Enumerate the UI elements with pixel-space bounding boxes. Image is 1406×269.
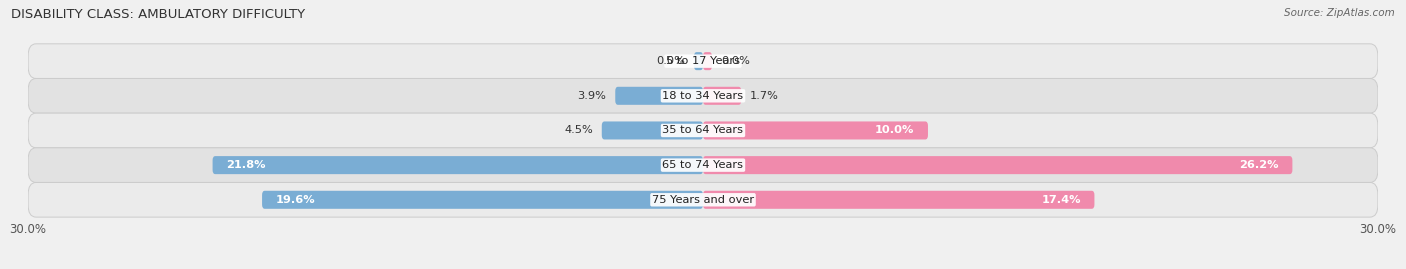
Text: Source: ZipAtlas.com: Source: ZipAtlas.com bbox=[1284, 8, 1395, 18]
FancyBboxPatch shape bbox=[703, 52, 711, 70]
FancyBboxPatch shape bbox=[28, 148, 1378, 182]
Text: 17.4%: 17.4% bbox=[1042, 195, 1081, 205]
FancyBboxPatch shape bbox=[28, 113, 1378, 148]
Text: 3.9%: 3.9% bbox=[578, 91, 606, 101]
Text: 75 Years and over: 75 Years and over bbox=[652, 195, 754, 205]
FancyBboxPatch shape bbox=[703, 87, 741, 105]
Text: 65 to 74 Years: 65 to 74 Years bbox=[662, 160, 744, 170]
FancyBboxPatch shape bbox=[703, 156, 1292, 174]
Text: 0.0%: 0.0% bbox=[721, 56, 749, 66]
Text: 19.6%: 19.6% bbox=[276, 195, 315, 205]
FancyBboxPatch shape bbox=[28, 79, 1378, 113]
FancyBboxPatch shape bbox=[212, 156, 703, 174]
Text: 0.0%: 0.0% bbox=[657, 56, 685, 66]
FancyBboxPatch shape bbox=[703, 191, 1094, 209]
Text: 35 to 64 Years: 35 to 64 Years bbox=[662, 125, 744, 136]
Text: 21.8%: 21.8% bbox=[226, 160, 266, 170]
FancyBboxPatch shape bbox=[602, 121, 703, 139]
Text: 5 to 17 Years: 5 to 17 Years bbox=[666, 56, 740, 66]
Text: 4.5%: 4.5% bbox=[564, 125, 593, 136]
FancyBboxPatch shape bbox=[28, 182, 1378, 217]
FancyBboxPatch shape bbox=[695, 52, 703, 70]
Text: 1.7%: 1.7% bbox=[751, 91, 779, 101]
FancyBboxPatch shape bbox=[28, 44, 1378, 79]
Text: DISABILITY CLASS: AMBULATORY DIFFICULTY: DISABILITY CLASS: AMBULATORY DIFFICULTY bbox=[11, 8, 305, 21]
FancyBboxPatch shape bbox=[616, 87, 703, 105]
FancyBboxPatch shape bbox=[262, 191, 703, 209]
FancyBboxPatch shape bbox=[703, 121, 928, 139]
Text: 10.0%: 10.0% bbox=[875, 125, 914, 136]
Text: 18 to 34 Years: 18 to 34 Years bbox=[662, 91, 744, 101]
Text: 26.2%: 26.2% bbox=[1240, 160, 1279, 170]
